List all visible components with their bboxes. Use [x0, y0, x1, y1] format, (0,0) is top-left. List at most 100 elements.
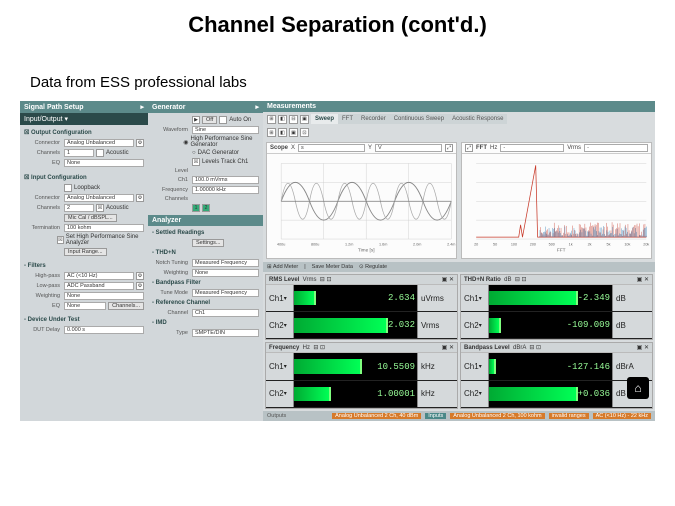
- meter-bar: 2.032: [294, 312, 417, 338]
- expand-icon[interactable]: ⤢: [465, 144, 473, 152]
- ch1-label: Ch1: [152, 177, 190, 183]
- meter-channel-label: Ch1 ▾: [461, 353, 489, 379]
- meter-close-icon[interactable]: ▣ ✕: [637, 276, 649, 283]
- acoustic-checkbox[interactable]: ☒: [96, 204, 104, 212]
- input-connector-select[interactable]: Analog Unbalanced: [64, 194, 134, 202]
- ch2-enable[interactable]: 2: [202, 204, 210, 212]
- weight-select[interactable]: None: [64, 292, 144, 300]
- tab-acoustic-response[interactable]: Acoustic Response: [448, 114, 507, 124]
- tool-icon[interactable]: ⊟: [289, 115, 298, 124]
- meter-unit[interactable]: Vrms: [417, 312, 457, 338]
- meter-frequency: Frequency Hz ⊟ ⊡▣ ✕Ch1 ▾10.5509kHzCh2 ▾1…: [265, 342, 458, 409]
- meter-close-icon[interactable]: ▣ ✕: [442, 344, 454, 351]
- settings-icon[interactable]: ⚙: [136, 194, 144, 202]
- scope-x-select[interactable]: s: [298, 144, 365, 152]
- save-meter-button[interactable]: Save Meter Data: [312, 264, 353, 270]
- meter-channel-label: Ch1 ▾: [266, 285, 294, 311]
- fft-x-select[interactable]: -: [500, 144, 564, 152]
- hp-analyzer-checkbox[interactable]: ☒: [57, 236, 64, 244]
- tab-fft[interactable]: FFT: [338, 114, 357, 124]
- notch-select[interactable]: Measured Frequency: [192, 259, 259, 267]
- settings-button[interactable]: Settings...: [192, 239, 224, 247]
- add-meter-button[interactable]: ⊞ Add Meter: [267, 264, 298, 270]
- tool-icon[interactable]: ▣: [289, 128, 298, 137]
- auto-on-checkbox[interactable]: [219, 116, 227, 124]
- tab-sweep[interactable]: Sweep: [311, 114, 338, 124]
- waveform-select[interactable]: Sine: [192, 126, 259, 134]
- fft-label: FFT: [476, 145, 487, 151]
- track-checkbox[interactable]: ☒: [192, 158, 200, 166]
- meter-close-icon[interactable]: ▣ ✕: [442, 276, 454, 283]
- input-output-dropdown[interactable]: Input/Output ▾: [20, 113, 148, 125]
- channels-button[interactable]: Channels...: [108, 302, 144, 310]
- meter-close-icon[interactable]: ▣ ✕: [637, 344, 649, 351]
- fft-plot[interactable]: FFT 20501002005001k2k5k10k20k: [462, 154, 651, 258]
- generator-title: Generator: [152, 104, 185, 111]
- meter-unit[interactable]: uVrms: [417, 285, 457, 311]
- scope-plot[interactable]: Time [s] 400u800u1.2m1.6m2.0m2.4m: [267, 154, 456, 258]
- home-icon[interactable]: ⌂: [627, 377, 649, 399]
- output-channels-field[interactable]: 1: [64, 149, 94, 157]
- meter-unit[interactable]: kHz: [417, 381, 457, 407]
- meter-thd-n-ratio: THD+N Ratio dB ⊟ ⊡▣ ✕Ch1 ▾-2.349dBCh2 ▾-…: [460, 274, 653, 341]
- svg-text:Time [s]: Time [s]: [358, 247, 375, 253]
- tool-icon[interactable]: ◧: [278, 115, 287, 124]
- input-range-button[interactable]: Input Range...: [64, 248, 107, 256]
- tab-continuous-sweep[interactable]: Continuous Sweep: [390, 114, 448, 124]
- regulate-button[interactable]: ⊙ Regulate: [359, 264, 387, 270]
- tool-icon[interactable]: ▣: [300, 115, 309, 124]
- imd-select[interactable]: SMPTE/DIN: [192, 329, 259, 337]
- tab-recorder[interactable]: Recorder: [357, 114, 390, 124]
- an-weight-select[interactable]: None: [192, 269, 259, 277]
- svg-text:200: 200: [530, 243, 536, 247]
- filter-eq-select[interactable]: None: [64, 302, 106, 310]
- fft-y-select[interactable]: -: [584, 144, 648, 152]
- tune-select[interactable]: Measured Frequency: [192, 289, 259, 297]
- chart-toolbar: ⊞ ◧ ▣ ⊡: [263, 126, 655, 139]
- off-button[interactable]: Off: [202, 116, 217, 124]
- charts-row: Scope Xs YV ⤢: [263, 139, 655, 262]
- meter-bandpass-level: Bandpass Level dBrA ⊟ ⊡▣ ✕Ch1 ▾-127.146d…: [460, 342, 653, 409]
- gen-on-toggle[interactable]: ▶: [192, 116, 200, 124]
- refch-select[interactable]: Ch1: [192, 309, 259, 317]
- meter-unit[interactable]: dBrA: [612, 353, 652, 379]
- meters-toolbar: ⊞ Add Meter | Save Meter Data ⊙ Regulate: [263, 262, 655, 272]
- tool-icon[interactable]: ⊞: [267, 115, 276, 124]
- output-config-title: ☒ Output Configuration: [24, 127, 144, 138]
- settings-icon[interactable]: ⚙: [136, 139, 144, 147]
- output-connector-select[interactable]: Analog Unbalanced: [64, 139, 134, 147]
- scope-y-select[interactable]: V: [375, 144, 442, 152]
- lp-select[interactable]: ADC Passband: [64, 282, 134, 290]
- weight-label: Weighting: [24, 293, 62, 299]
- loopback-checkbox[interactable]: [64, 184, 72, 192]
- status-pill: Inputs: [425, 413, 446, 419]
- tool-icon[interactable]: ⊡: [300, 128, 309, 137]
- dut-delay-field[interactable]: 0.000 s: [64, 326, 144, 334]
- meter-unit[interactable]: dB: [612, 285, 652, 311]
- settings-icon[interactable]: ⚙: [136, 272, 144, 280]
- level-field[interactable]: 100.0 mVrms: [192, 176, 259, 184]
- meter-unit[interactable]: kHz: [417, 353, 457, 379]
- scope-chart: Scope Xs YV ⤢: [266, 142, 457, 259]
- meter-unit[interactable]: dB: [612, 312, 652, 338]
- expand-icon[interactable]: ⤢: [445, 144, 453, 152]
- input-channels-field[interactable]: 2: [64, 204, 94, 212]
- checkbox[interactable]: [96, 149, 104, 157]
- tool-icon[interactable]: ◧: [278, 128, 287, 137]
- radio-off[interactable]: ○: [192, 150, 196, 156]
- ch1-enable[interactable]: 1: [192, 204, 200, 212]
- measurements-toolbar: ⊞ ◧ ⊟ ▣ SweepFFTRecorderContinuous Sweep…: [263, 112, 655, 126]
- settings-icon[interactable]: ⚙: [136, 282, 144, 290]
- analyzer-header: Analyzer: [148, 215, 263, 226]
- collapse-icon[interactable]: ▸: [255, 103, 259, 111]
- hp-select[interactable]: AC (<10 Hz): [64, 272, 134, 280]
- collapse-icon[interactable]: ▸: [140, 103, 144, 111]
- meter-value: -127.146: [496, 362, 612, 372]
- output-eq-select[interactable]: None: [64, 159, 144, 167]
- meter-row: Ch2 ▾1.00001kHz: [266, 381, 457, 408]
- radio-on[interactable]: ◉: [183, 139, 188, 146]
- freq-field[interactable]: 1.00000 kHz: [192, 186, 259, 194]
- termination-select[interactable]: 100 kohm: [64, 224, 144, 232]
- mic-cal-button[interactable]: Mic Cal / dBSPL...: [64, 214, 117, 222]
- tool-icon[interactable]: ⊞: [267, 128, 276, 137]
